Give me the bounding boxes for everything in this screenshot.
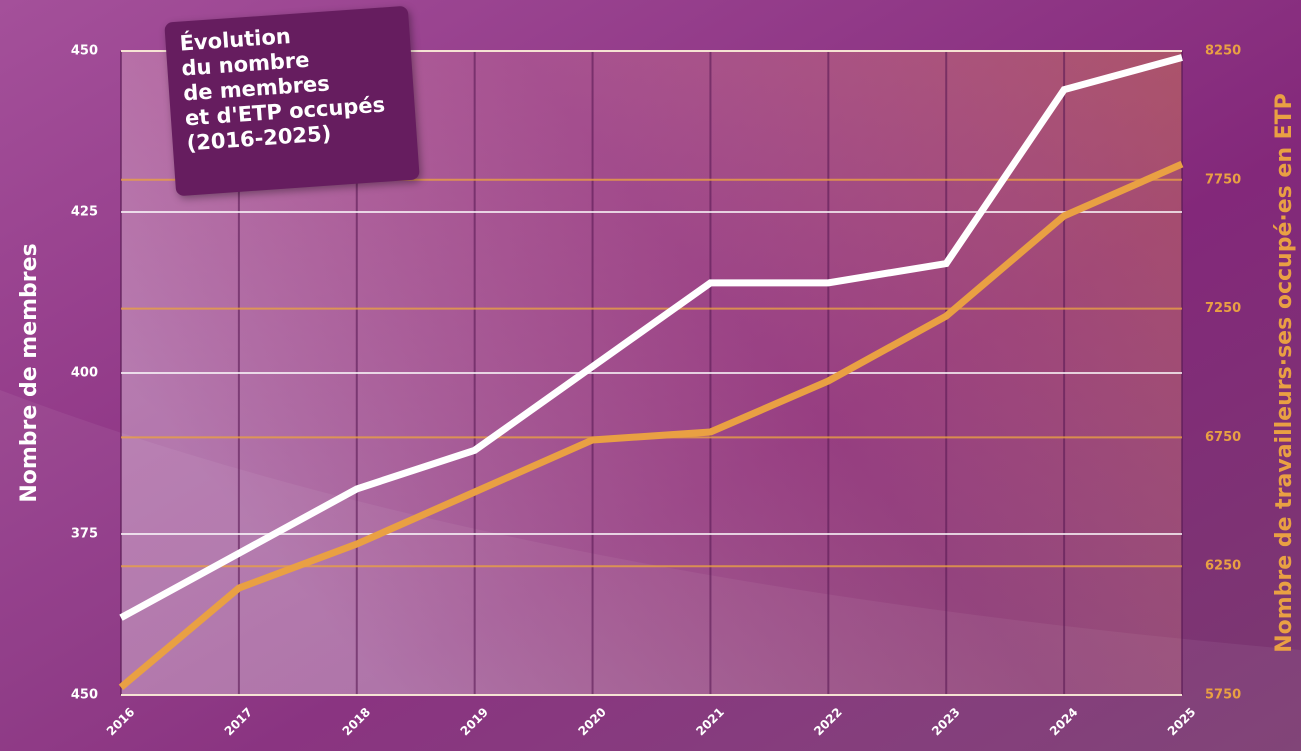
y-axis-label: Nombre de membres [17, 243, 42, 502]
y2-tick-label: 6250 [1205, 559, 1241, 574]
y-tick-label: 375 [71, 527, 98, 542]
y2-tick-label: 7250 [1205, 301, 1241, 316]
y2-tick-label: 7750 [1205, 172, 1241, 187]
y2-tick-label: 6750 [1205, 430, 1241, 445]
y2-axis-label: Nombre de travailleurs·ses occupé·es en … [1272, 93, 1297, 653]
series-line [119, 54, 1183, 621]
series-line [118, 160, 1184, 690]
y-tick-label: 400 [71, 366, 98, 381]
y-tick-label: 450 [71, 44, 98, 59]
y-tick-label: 425 [71, 205, 98, 220]
y-tick-label: 450 [71, 688, 98, 703]
y2-tick-label: 8250 [1205, 44, 1241, 59]
title-box: Évolution du nombre de membres et d'ETP … [164, 5, 420, 197]
chart-title: Évolution du nombre de membres et d'ETP … [178, 23, 386, 156]
y2-tick-label: 5750 [1205, 688, 1241, 703]
